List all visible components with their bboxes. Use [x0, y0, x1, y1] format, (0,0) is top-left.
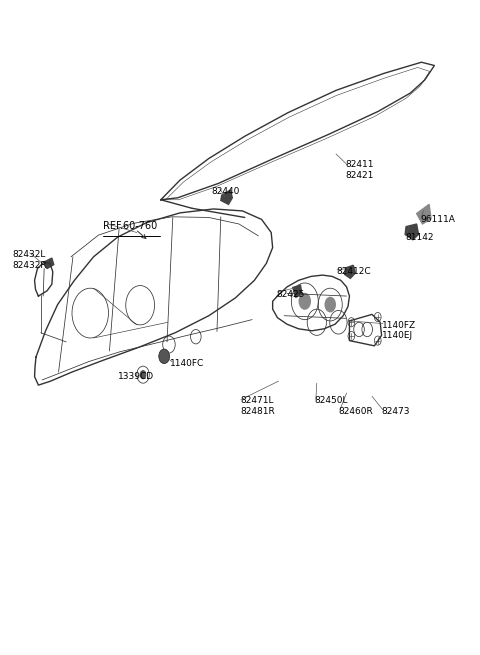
Text: REF.60-760: REF.60-760 [103, 221, 157, 231]
Text: 82411
82421: 82411 82421 [346, 160, 374, 180]
Text: 82412C: 82412C [336, 267, 371, 276]
Circle shape [140, 370, 146, 379]
Text: 82460R: 82460R [338, 407, 373, 417]
Text: 96111A: 96111A [420, 215, 455, 224]
Circle shape [324, 297, 336, 312]
Text: 82473: 82473 [382, 407, 410, 417]
Circle shape [159, 349, 169, 364]
Text: 82440: 82440 [211, 187, 240, 196]
Text: 82471L
82481R: 82471L 82481R [240, 396, 275, 416]
Text: 1140FZ
1140EJ: 1140FZ 1140EJ [382, 321, 416, 341]
Polygon shape [417, 204, 431, 224]
Text: 81142: 81142 [406, 233, 434, 242]
Circle shape [299, 293, 311, 310]
Text: 82425: 82425 [276, 290, 304, 299]
Text: 1140FC: 1140FC [170, 359, 204, 368]
Polygon shape [221, 190, 232, 204]
Polygon shape [44, 258, 54, 269]
Text: 82450L: 82450L [314, 396, 348, 405]
Polygon shape [345, 265, 355, 278]
Text: 1339CD: 1339CD [118, 372, 154, 381]
Polygon shape [293, 285, 302, 297]
Text: 82432L
82432R: 82432L 82432R [12, 250, 47, 270]
Polygon shape [405, 224, 419, 240]
